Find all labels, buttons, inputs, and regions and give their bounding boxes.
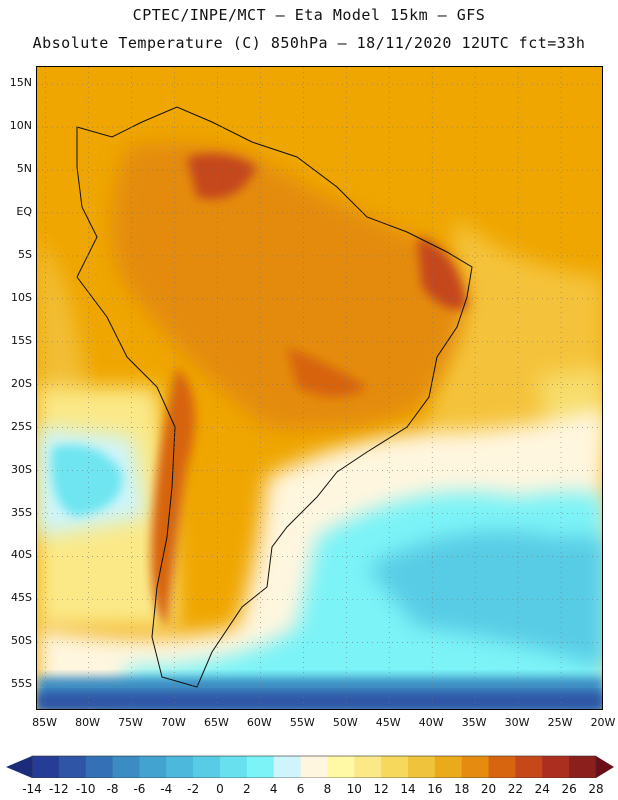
colorbar-cell xyxy=(408,756,436,778)
colorbar-under-arrow xyxy=(6,756,32,778)
lon-tick-label: 55W xyxy=(289,716,315,729)
colorbar-cell xyxy=(85,756,114,778)
map-title-line2: Absolute Temperature (C) 850hPa – 18/11/… xyxy=(32,34,586,52)
colorbar-tick-label: 22 xyxy=(507,782,524,796)
lat-tick-label: 55S xyxy=(11,677,32,691)
lon-tick-label: 75W xyxy=(118,716,143,729)
colorbar-cell xyxy=(542,756,570,778)
colorbar-cell xyxy=(381,756,409,778)
colorbar-cell xyxy=(515,756,543,778)
colorbar-cell xyxy=(488,756,516,778)
colorbar-tick-label: 10 xyxy=(346,782,362,796)
pacific-cold-cell xyxy=(51,444,123,517)
lon-tick-label: 25W xyxy=(547,716,573,729)
colorbar-over-arrow xyxy=(596,756,614,778)
lon-tick-label: 35W xyxy=(461,716,487,729)
lon-tick-label: 70W xyxy=(161,716,186,729)
colorbar-tick-label: 26 xyxy=(561,782,577,796)
colorbar-tick-label: 2 xyxy=(243,782,251,796)
lat-tick-label: 35S xyxy=(11,505,32,519)
colorbar-tick-label: 4 xyxy=(269,782,278,796)
colorbar-border xyxy=(31,755,597,778)
colorbar-tick-label: 28 xyxy=(588,782,604,796)
hotspot-north xyxy=(187,153,257,199)
colorbar-tick-label: 14 xyxy=(400,782,416,796)
colorbar-cell xyxy=(327,756,355,778)
lat-tick-label: 15S xyxy=(11,333,32,347)
colorbar-tick-label: 20 xyxy=(480,782,497,796)
lat-tick-label: 40S xyxy=(11,548,32,562)
lon-tick-label: 30W xyxy=(504,716,530,729)
far-south-coldest xyxy=(37,692,602,709)
continent-outline xyxy=(76,106,473,688)
south-colder xyxy=(367,531,602,667)
lon-tick-label: 20W xyxy=(590,716,616,729)
colorbar-cell xyxy=(58,756,87,778)
colorbar-cell xyxy=(193,756,221,778)
colorbar-cell xyxy=(220,756,248,778)
lon-tick-label: 50W xyxy=(332,716,358,729)
colorbar-tick-label: 18 xyxy=(454,782,470,796)
lat-tick-label: 5S xyxy=(18,247,32,261)
colorbar-tick-label: 24 xyxy=(534,782,550,796)
lat-tick-label: 20S xyxy=(11,376,32,390)
lat-tick-label: 45S xyxy=(11,591,32,605)
lon-tick-label: 40W xyxy=(418,716,444,729)
lat-tick-label: 15N xyxy=(9,76,32,90)
colorbar-tick-label: -12 xyxy=(49,782,69,796)
colorbar-tick-label: -6 xyxy=(133,782,146,796)
colorbar-tick-label: -2 xyxy=(187,782,200,796)
lat-tick-label: 5N xyxy=(16,162,32,176)
colorbar-cell xyxy=(461,756,490,778)
colorbar-cell xyxy=(246,756,275,778)
colorbar-cell xyxy=(139,756,167,778)
colorbar-cell xyxy=(354,756,382,778)
colorbar-tick-label: -14 xyxy=(22,782,42,796)
colorbar-tick-label: -10 xyxy=(75,782,96,796)
map-title-line1: CPTEC/INPE/MCT – Eta Model 15km – GFS xyxy=(132,6,486,24)
colorbar-cell xyxy=(569,756,597,778)
lon-tick-label: 60W xyxy=(246,716,272,729)
lat-tick-label: 25S xyxy=(11,419,32,433)
land-hot xyxy=(112,143,467,430)
lat-tick-label: 30S xyxy=(11,462,32,476)
colorbar-tick-label: 12 xyxy=(373,782,389,796)
lat-tick-label: 10S xyxy=(11,290,32,304)
temperature-map xyxy=(37,67,602,709)
colorbar-cell xyxy=(300,756,328,778)
lat-tick-label: 10N xyxy=(9,119,32,133)
colorbar-tick-label: 16 xyxy=(427,782,443,796)
lon-tick-label: 45W xyxy=(375,716,401,729)
lon-tick-label: 65W xyxy=(203,716,229,729)
colorbar xyxy=(6,755,614,778)
colorbar-tick-label: -8 xyxy=(106,782,119,796)
hotspot-northeast xyxy=(417,237,467,310)
colorbar-tick-label: 0 xyxy=(216,782,224,796)
pacific-warm xyxy=(37,237,87,407)
colorbar-cell xyxy=(166,756,194,778)
colorbar-cell xyxy=(32,756,60,778)
lon-tick-label: 85W xyxy=(32,716,58,729)
colorbar-tick-label: 8 xyxy=(323,782,332,796)
colorbar-cell xyxy=(434,756,463,778)
lat-tick-label: EQ xyxy=(16,204,32,218)
colorbar-cell xyxy=(273,756,302,778)
lat-tick-label: 50S xyxy=(11,634,32,648)
map-panel xyxy=(36,66,603,710)
colorbar-tick-label: -4 xyxy=(160,782,173,796)
lon-tick-label: 80W xyxy=(75,716,100,729)
colorbar-cell xyxy=(112,756,140,778)
colorbar-tick-label: 6 xyxy=(296,782,305,796)
